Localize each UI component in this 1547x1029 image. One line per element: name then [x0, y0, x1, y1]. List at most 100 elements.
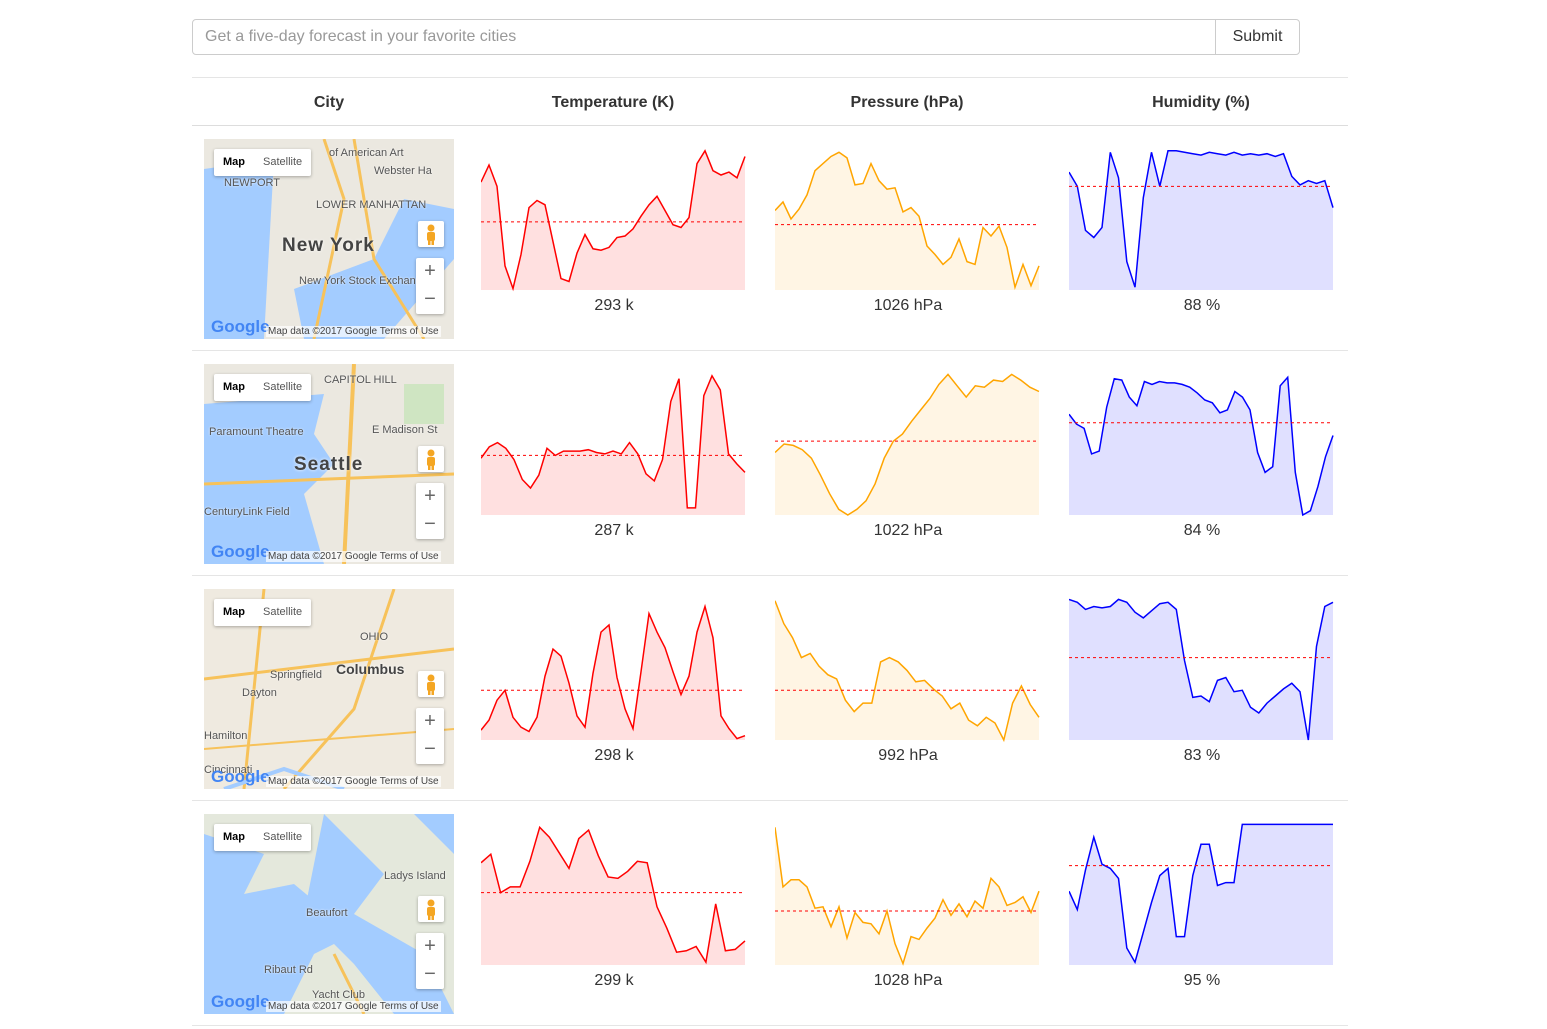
humidity-value: 95 % — [1183, 972, 1221, 989]
map-type-map-button[interactable]: Map — [223, 831, 245, 843]
temperature-value: 299 k — [594, 972, 634, 989]
map-type-satellite-button[interactable]: Satellite — [263, 381, 303, 393]
zoom-in-button[interactable]: + — [424, 935, 436, 957]
zoom-in-button[interactable]: + — [424, 485, 436, 507]
temperature-sparkline — [480, 819, 747, 971]
pressure-line — [774, 600, 1040, 743]
humidity-sparkline — [1068, 819, 1335, 971]
temperature-area — [481, 375, 745, 515]
map-type-map-button[interactable]: Map — [223, 156, 245, 168]
map-type-control: Map Satellite — [214, 824, 312, 851]
humidity-area — [1069, 150, 1333, 290]
temperature-value: 298 k — [594, 747, 634, 764]
zoom-in-button[interactable]: + — [424, 710, 436, 732]
submit-button[interactable]: Submit — [1215, 20, 1299, 54]
map-place-label: Cincinnati — [204, 764, 253, 776]
table-row: Seattle CAPITOL HILL Paramount Theatre E Ma… — [192, 351, 1348, 576]
pegman-icon[interactable] — [418, 446, 444, 472]
header-pressure: Pressure (hPa) — [850, 94, 964, 111]
temperature-sparkline — [480, 369, 747, 521]
pegman-icon-shape — [427, 674, 435, 695]
map-place-label: E Madison St — [372, 424, 438, 436]
map-attribution[interactable]: Map data ©2017 Google Terms of Use — [266, 776, 441, 787]
map-tiles — [204, 139, 454, 339]
map-type-satellite-button[interactable]: Satellite — [263, 831, 303, 843]
google-logo: Google — [211, 767, 270, 786]
map-city-label: Columbus — [336, 661, 405, 677]
temperature-area — [481, 150, 745, 290]
temperature-area — [481, 606, 745, 740]
pressure-chart — [774, 373, 1040, 516]
header-humidity: Humidity (%) — [1152, 94, 1250, 111]
pressure-line — [774, 151, 1040, 291]
zoom-in-button[interactable]: + — [424, 260, 436, 282]
pressure-value: 1028 hPa — [873, 972, 943, 989]
pressure-value: 1026 hPa — [873, 297, 943, 314]
city-map[interactable]: Columbus OHIO Springfield Dayton Hamilton Cin… — [204, 589, 454, 789]
map-attribution[interactable]: Map data ©2017 Google Terms of Use — [266, 326, 441, 337]
temperature-line — [480, 149, 746, 292]
map-type-map-button[interactable]: Map — [223, 381, 245, 393]
map-place-label: Springfield — [270, 669, 322, 681]
humidity-value: 88 % — [1183, 297, 1221, 314]
forecast-table: City Temperature (K) Pressure (hPa) Humi… — [192, 77, 1348, 1026]
map-type-control: Map Satellite — [214, 374, 312, 401]
zoom-out-button[interactable]: − — [424, 513, 436, 535]
map-type-satellite-button[interactable]: Satellite — [263, 606, 303, 618]
zoom-out-button[interactable]: − — [424, 738, 436, 760]
humidity-chart — [1068, 150, 1334, 290]
pressure-sparkline — [774, 369, 1041, 521]
pressure-area — [775, 827, 1039, 965]
table-row: New York of American Art Webster Ha NEWPORT… — [192, 126, 1348, 351]
humidity-value: 84 % — [1183, 522, 1221, 539]
temperature-area — [481, 827, 745, 965]
city-map[interactable]: New York of American Art Webster Ha NEWPORT… — [204, 139, 454, 339]
map-place-label: New York Stock Exchange — [299, 275, 429, 287]
humidity-chart — [1068, 823, 1333, 965]
map-attribution[interactable]: Map data ©2017 Google Terms of Use — [266, 551, 441, 562]
map-type-map-button[interactable]: Map — [223, 606, 245, 618]
map-place-label: CAPITOL HILL — [324, 374, 397, 386]
google-logo: Google — [211, 992, 270, 1011]
zoom-control: + − — [416, 483, 444, 539]
zoom-control: + − — [416, 933, 444, 989]
pressure-value: 992 hPa — [878, 747, 938, 764]
search-input[interactable] — [193, 20, 1215, 54]
zoom-out-button[interactable]: − — [424, 288, 436, 310]
pressure-area — [775, 374, 1039, 515]
humidity-area — [1069, 377, 1333, 515]
map-place-label: Webster Ha — [374, 165, 432, 177]
temperature-line — [480, 825, 746, 965]
humidity-sparkline — [1068, 144, 1335, 296]
temperature-value: 287 k — [594, 522, 634, 539]
zoom-out-button[interactable]: − — [424, 963, 436, 985]
table-header: City Temperature (K) Pressure (hPa) Humi… — [192, 77, 1348, 126]
city-map[interactable]: Seattle CAPITOL HILL Paramount Theatre E Ma… — [204, 364, 454, 564]
google-logo: Google — [211, 542, 270, 561]
map-place-label: Dayton — [242, 687, 277, 699]
map-place-label: Paramount Theatre — [209, 426, 304, 438]
map-tiles — [204, 364, 454, 564]
humidity-chart — [1068, 598, 1334, 741]
humidity-line — [1068, 150, 1334, 288]
temperature-chart — [480, 374, 746, 515]
map-place-label: Beaufort — [306, 907, 348, 919]
temperature-sparkline — [480, 594, 747, 746]
map-attribution[interactable]: Map data ©2017 Google Terms of Use — [266, 1001, 441, 1012]
pegman-icon[interactable] — [418, 896, 444, 922]
map-type-satellite-button[interactable]: Satellite — [263, 156, 303, 168]
temperature-chart — [480, 825, 746, 965]
google-logo: Google — [211, 317, 270, 336]
pegman-icon[interactable] — [418, 671, 444, 697]
pressure-area — [775, 600, 1039, 740]
pegman-icon-shape — [427, 899, 435, 920]
pegman-icon[interactable] — [418, 221, 444, 247]
pressure-sparkline — [774, 819, 1041, 971]
pressure-chart — [774, 827, 1040, 966]
humidity-value: 83 % — [1183, 747, 1221, 764]
map-place-label: NEWPORT — [224, 177, 281, 189]
pressure-area — [775, 152, 1039, 290]
zoom-control: + − — [416, 708, 444, 764]
